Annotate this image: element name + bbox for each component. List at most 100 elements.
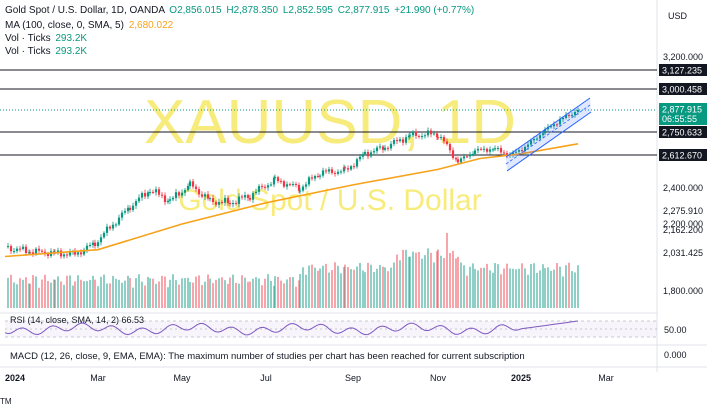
volume-bar	[158, 281, 160, 308]
volume-bar	[489, 270, 491, 308]
volume-bar	[373, 271, 375, 308]
volume-bar	[370, 264, 372, 308]
candle-body	[76, 252, 80, 255]
candle-body	[465, 156, 469, 158]
candle-body	[154, 189, 158, 193]
trend-channel-top	[505, 97, 591, 158]
volume-bar	[568, 262, 570, 308]
volume-bar	[50, 282, 52, 308]
hline-label-3: 2,612.670	[662, 151, 702, 161]
candle-body	[200, 194, 204, 197]
candle-body	[462, 156, 466, 159]
volume-bar	[227, 283, 229, 308]
candle-body	[217, 202, 221, 205]
volume-bar	[421, 258, 423, 308]
volume-bar	[112, 275, 114, 308]
candle-body	[375, 147, 379, 152]
volume-bar	[86, 281, 88, 308]
volume-bar	[399, 260, 401, 308]
candle-body	[343, 167, 347, 169]
candle-body	[191, 181, 195, 187]
candle-body	[378, 146, 382, 148]
volume-bar	[527, 274, 529, 308]
candle-body	[363, 152, 367, 155]
volume-bar	[218, 278, 220, 308]
volume-bar	[181, 278, 183, 308]
volume-bar	[77, 275, 79, 308]
candle-body	[260, 186, 264, 188]
rsi-label: RSI (14, close, SMA, 14, 2) 66.53	[10, 315, 144, 325]
candle-body	[28, 252, 32, 254]
candle-body	[429, 130, 433, 135]
candle-body	[254, 191, 258, 194]
candle-body	[389, 143, 393, 149]
header-vol-2[interactable]: Vol · Ticks 293.2K	[5, 46, 87, 58]
volume-bar	[209, 278, 211, 308]
candle-body	[288, 184, 292, 186]
candle-body	[552, 124, 556, 127]
last-price-label: 2,877.915	[662, 105, 702, 115]
volume-bar	[244, 277, 246, 308]
volume-bar	[524, 268, 526, 308]
volume-bar	[469, 266, 471, 308]
candle-body	[128, 207, 132, 210]
volume-bar	[319, 268, 321, 308]
volume-bar	[298, 280, 300, 308]
hline-tag-0	[659, 64, 707, 76]
time-tick-6: 2025	[511, 373, 531, 383]
candle-body	[21, 246, 25, 249]
volume-bar	[433, 262, 435, 308]
candle-body	[342, 167, 346, 172]
volume-bar	[547, 267, 549, 308]
volume-bar	[198, 275, 200, 308]
candle-body	[120, 212, 124, 218]
candle-body	[401, 139, 405, 143]
volume-bar	[486, 263, 488, 308]
candle-body	[273, 177, 277, 179]
volume-bar	[201, 285, 203, 308]
currency-label[interactable]: USD	[667, 11, 687, 21]
candle-body	[355, 159, 359, 167]
candle-body	[137, 197, 141, 202]
volume-bar	[47, 280, 49, 308]
candle-body	[257, 186, 261, 192]
volume-bar	[337, 265, 339, 308]
candle-body	[266, 185, 270, 188]
time-tick-7: Mar	[598, 373, 614, 383]
volume-bar	[302, 267, 304, 308]
volume-bar	[141, 281, 143, 308]
volume-bar	[367, 262, 369, 308]
volume-bar	[344, 264, 346, 308]
candle-body	[511, 152, 515, 155]
candle-body	[529, 140, 533, 145]
symbol-title[interactable]: Gold Spot / U.S. Dollar, 1D, OANDA	[5, 5, 165, 16]
volume-bar	[463, 265, 465, 308]
volume-bar	[103, 274, 105, 308]
volume-bar	[325, 263, 327, 308]
volume-bar	[436, 251, 438, 308]
header-vol-1[interactable]: Vol · Ticks 293.2K	[5, 33, 87, 45]
candle-body	[414, 131, 418, 136]
volume-bar	[331, 270, 333, 308]
volume-bar	[521, 263, 523, 308]
volume-bar	[184, 278, 186, 308]
macd-label[interactable]: MACD (12, 26, close, 9, EMA, EMA): The m…	[10, 351, 525, 362]
candle-body	[541, 133, 545, 136]
volume-bar	[512, 268, 514, 308]
candle-body	[436, 137, 440, 139]
header-ma[interactable]: MA (100, close, 0, SMA, 5) 2,680.022	[5, 20, 173, 32]
candle-body	[576, 110, 580, 112]
volume-bar	[41, 279, 43, 308]
candle-body	[248, 198, 252, 200]
candle-body	[398, 139, 402, 142]
volume-bar	[283, 283, 285, 308]
volume-bar	[340, 273, 342, 308]
last-price-countdown: 06:55:55	[662, 114, 697, 124]
bottom-text: TM	[0, 397, 12, 406]
volume-bar	[396, 254, 398, 308]
volume-bar	[574, 272, 576, 308]
candle-body	[408, 135, 412, 137]
volume-bar	[273, 285, 275, 308]
